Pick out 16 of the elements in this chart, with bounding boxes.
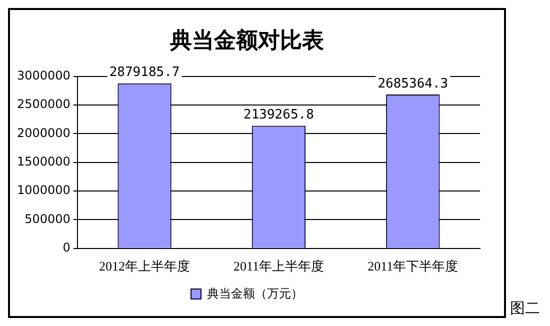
data-label: 2685364.3 <box>378 76 448 92</box>
y-tick-label: 0 <box>62 240 70 255</box>
y-tick-label: 3000000 <box>16 68 70 83</box>
legend-label: 典当金额（万元） <box>207 286 303 300</box>
data-label: 2879185.7 <box>109 65 180 80</box>
chart-title: 典当金额对比表 <box>169 27 324 52</box>
data-label: 2139265.8 <box>243 108 314 123</box>
y-tick-label: 1000000 <box>16 183 70 198</box>
x-tick-label: 2011年上半年度 <box>233 258 324 274</box>
y-tick-label: 500000 <box>24 212 70 226</box>
y-tick-label: 1500000 <box>16 154 70 169</box>
x-tick-label: 2011年下半年度 <box>368 258 458 274</box>
y-tick-label: 2500000 <box>16 97 70 112</box>
x-tick-label: 2012年上半年度 <box>99 258 190 274</box>
y-tick-label: 2000000 <box>16 126 70 140</box>
text: 图二 <box>510 300 540 317</box>
